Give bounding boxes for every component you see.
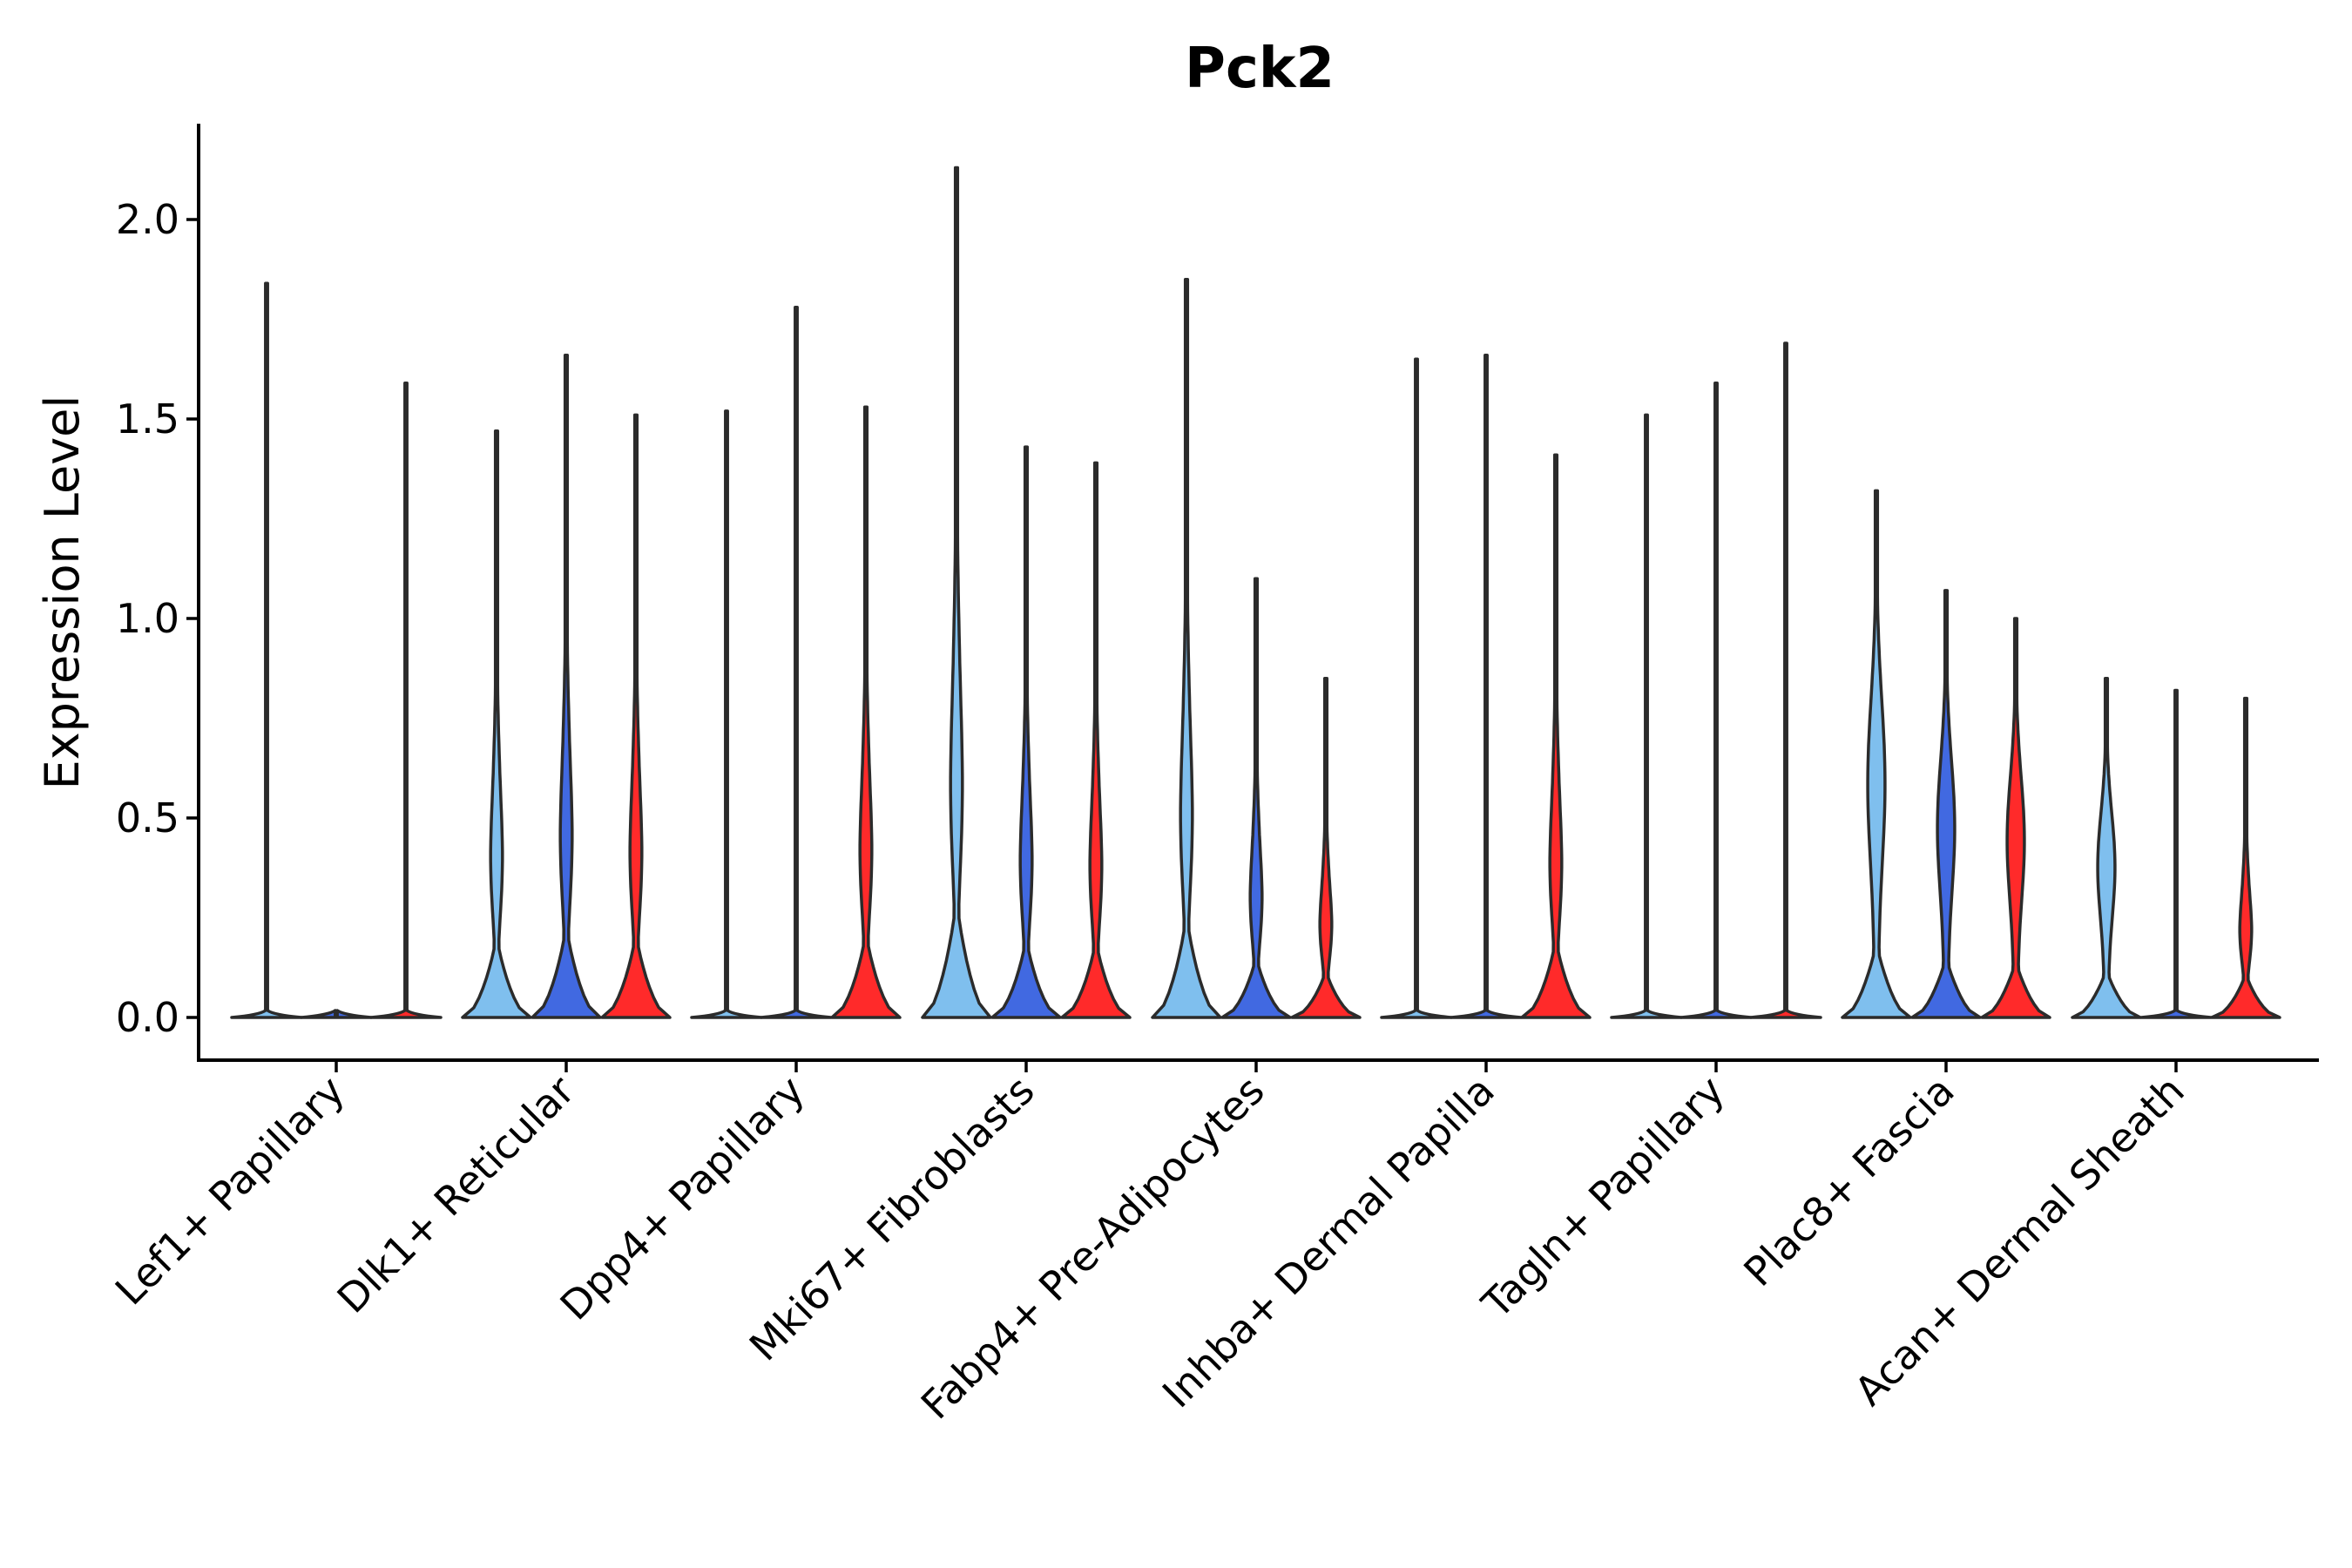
violin-3-2 [760,306,833,1019]
chart-title: Pck2 [1185,37,1335,101]
violin-2-2 [531,353,602,1019]
y-tick-label: 1.5 [116,395,179,443]
violin-8-2 [1910,589,1982,1019]
violin-9-1 [2071,676,2142,1019]
x-tick-label: Dpp4+ Papillary [551,1067,814,1329]
violin-1-2 [300,1009,373,1019]
violin-1-1 [230,281,303,1019]
violin-8-1 [1841,489,1912,1019]
violin-3-3 [830,405,902,1019]
violin-4-3 [1060,461,1132,1019]
x-tick-label: Lef1+ Papillary [106,1067,354,1315]
violin-4-2 [990,445,1062,1019]
violin-1-3 [369,382,443,1019]
y-axis-ticks: 0.0 0.5 1.0 1.5 2.0 [116,196,199,1041]
y-tick-label: 0.5 [116,794,179,841]
y-axis-title: Expression Level [35,395,90,790]
violin-9-2 [2139,688,2213,1019]
y-tick-label: 2.0 [116,196,179,243]
violin-6-2 [1450,353,1523,1019]
violin-2-3 [600,413,672,1019]
violin-group [230,166,2281,1019]
violin-5-2 [1220,577,1292,1019]
violin-7-1 [1610,413,1683,1019]
violin-7-2 [1680,382,1753,1019]
violin-7-3 [1749,341,1822,1019]
violin-9-3 [2210,696,2281,1019]
x-tick-label: Tagln+ Papillary [1472,1067,1734,1328]
violin-5-1 [1151,277,1222,1019]
x-tick-label: Dlk1+ Reticular [328,1067,584,1322]
violin-2-1 [461,429,532,1019]
x-tick-label: Plac8+ Fascia [1734,1067,1963,1295]
violin-8-3 [1980,617,2051,1019]
violin-4-1 [921,166,992,1019]
violin-6-1 [1380,357,1453,1019]
y-tick-label: 0.0 [116,994,179,1041]
y-tick-label: 1.0 [116,595,179,642]
violin-5-3 [1290,676,1362,1019]
violin-3-1 [690,409,763,1019]
violin-6-3 [1520,453,1592,1019]
